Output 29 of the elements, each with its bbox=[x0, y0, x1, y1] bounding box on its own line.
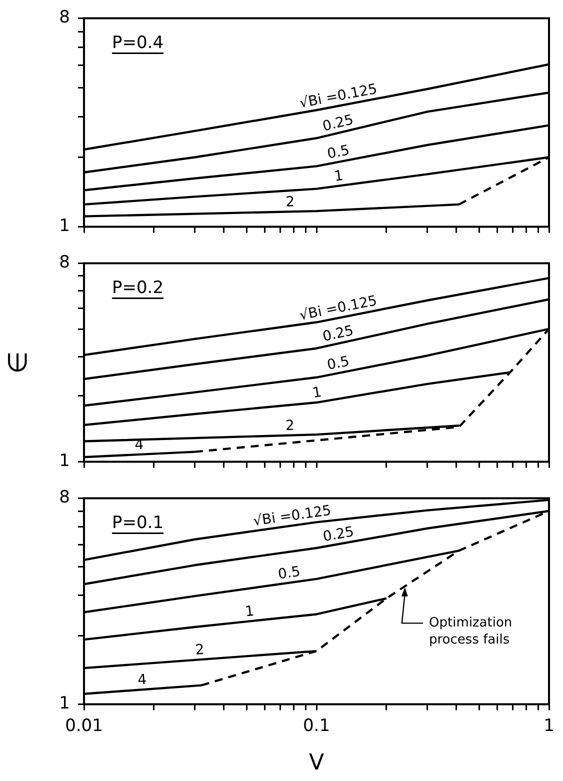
y-tick-label: 8 bbox=[59, 488, 70, 508]
text: 1 bbox=[311, 384, 323, 402]
text: 0.25 bbox=[321, 322, 356, 346]
y-tick-label: 8 bbox=[59, 8, 70, 28]
y-tick-label: 1 bbox=[59, 451, 70, 472]
series-label: 2 bbox=[285, 194, 295, 210]
text: 0.5 bbox=[326, 354, 351, 374]
text: √Bi =0.125 bbox=[298, 81, 379, 112]
text: P=0.4 bbox=[112, 33, 164, 54]
y-tick-label: 8 bbox=[59, 252, 70, 273]
y-tick-label: 1 bbox=[59, 216, 70, 236]
text: 1 bbox=[333, 168, 344, 185]
text: 0.5 bbox=[277, 564, 302, 583]
text: P=0.1 bbox=[112, 513, 164, 534]
x-tick-label: 1 bbox=[544, 716, 554, 736]
x-tick-label: 0.01 bbox=[65, 716, 103, 736]
series-label: 2 bbox=[194, 642, 205, 659]
text: 0.25 bbox=[321, 112, 356, 135]
text: 0.5 bbox=[326, 142, 351, 162]
x-axis-title: V bbox=[308, 750, 324, 776]
y-axis-title: ∈ bbox=[3, 351, 34, 374]
annotation: Optimization process fails bbox=[429, 616, 512, 648]
series-label: 2 bbox=[285, 418, 295, 434]
text: √Bi =0.125 bbox=[298, 293, 378, 324]
text: 1 bbox=[244, 603, 255, 620]
x-tick-label: 0.1 bbox=[302, 716, 330, 736]
y-tick-label: 1 bbox=[59, 694, 70, 714]
text: P=0.2 bbox=[112, 278, 164, 298]
series-label: 4 bbox=[137, 672, 148, 689]
